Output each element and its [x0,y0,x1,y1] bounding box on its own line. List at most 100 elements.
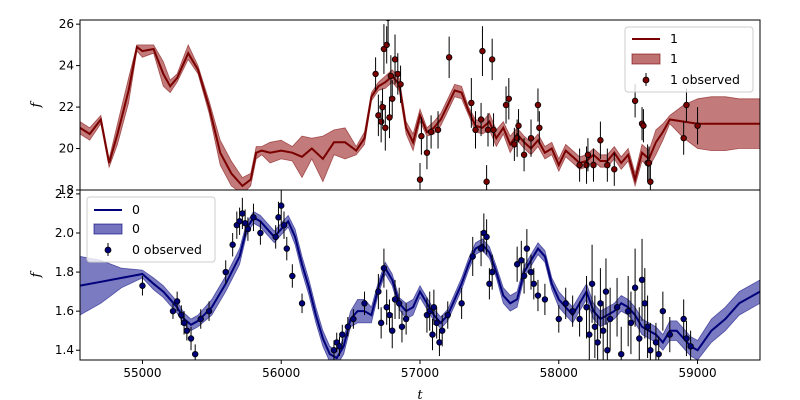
bottom-y-tick-label: 1.4 [55,343,74,357]
top-observed-point [680,134,687,142]
bottom-observed-point [344,323,352,330]
bottom-observed-point [687,343,694,350]
top-observed-point [434,126,442,134]
bottom-uncertainty-band [80,210,760,360]
bottom-observed-point [583,304,590,311]
top-observed-point [383,41,390,49]
top-observed-point [445,54,453,61]
top-panel: 18 20 22 24 26 [59,17,761,197]
bottom-observed-point [272,233,279,241]
bottom-observed-point [257,229,264,237]
bottom-observed-point [398,323,406,330]
bottom-observed-point [469,253,476,260]
top-observed-point [584,151,592,158]
bottom-y-tick-label: 1.6 [55,304,74,318]
x-axis-label: t [417,388,423,400]
bottom-observed-point [275,214,282,221]
bottom-observed-point [283,245,290,252]
bottom-observed-point [280,221,288,229]
bottom-observed-point [631,284,639,291]
top-observed-point [477,116,485,123]
top-observed-point [611,166,618,173]
bottom-observed-point [562,300,569,307]
top-observed-point [645,159,653,167]
top-observed-point [372,70,379,78]
top-observed-point [683,101,690,109]
bottom-observed-point [336,343,343,350]
top-observed-point [382,124,389,132]
bottom-observed-point [339,331,346,338]
top-observed-point [527,134,535,142]
bottom-plot-area [80,190,760,360]
x-tick-label: 59000 [678,366,716,380]
bottom-observed-point [530,280,537,287]
bottom-observed-point [624,307,632,315]
bottom-observed-point [488,268,496,276]
x-tick-label: 55000 [123,366,161,380]
bottom-observed-point [250,214,257,221]
bottom-observed-point [444,311,451,319]
bottom-observed-point [433,319,440,327]
bottom-observed-point [239,210,246,217]
bottom-observed-point [426,307,433,315]
top-observed-point [505,95,513,102]
bottom-observed-point [183,327,191,334]
bottom-observed-point [289,272,296,280]
bottom-observed-point [205,307,213,315]
top-observed-point [386,114,393,121]
legend-bottom-point-swatch [104,246,112,254]
top-observed-point [576,161,583,169]
legend-top-band-swatch [631,53,661,65]
legend-top: 1 1 1 observed [624,26,754,93]
bottom-observed-point [541,296,549,303]
bottom-observed-point [169,307,177,315]
x-tick-label: 57000 [401,366,439,380]
bottom-y-tick-label: 2.2 [55,187,74,201]
x-tick-label: 58000 [540,366,578,380]
top-observed-point [484,126,492,134]
bottom-observed-point [436,339,443,346]
top-observed-point [488,56,496,63]
top-observed-point [694,122,701,129]
top-observed-point [597,137,604,144]
legend-top-line-label: 1 [670,31,678,46]
bottom-observed-point [644,323,651,330]
bottom-observed-point [680,315,687,323]
legend-bottom-frame [86,196,216,263]
bottom-observed-point [383,304,390,311]
bottom-observed-point [520,272,528,280]
top-observed-point [423,149,431,156]
bottom-observed-point [391,296,399,303]
bottom-observed-point [569,307,576,315]
top-observed-point [583,161,590,169]
bottom-observed-point [659,307,667,315]
bottom-observed-point [458,300,465,307]
bottom-observed-point [602,288,610,295]
bottom-observed-point [197,315,204,323]
bottom-observed-point [527,268,535,276]
legend-top-point-swatch [642,76,650,84]
top-observed-point [515,122,522,129]
top-observed-point [427,128,435,136]
top-observed-point [502,101,510,109]
bottom-observed-point [361,300,368,307]
top-observed-point [472,126,479,134]
y-axis-label-top: f [29,100,44,108]
top-observed-point [389,95,396,102]
bottom-y-tick-label: 1.8 [55,265,74,279]
bottom-observed-point [191,350,199,358]
bottom-observed-point [627,319,635,327]
top-mean-line [80,45,760,188]
top-observed-point [394,70,401,78]
top-observed-point [513,134,521,142]
top-y-tick-label: 18 [59,183,74,197]
bottom-observed-point [523,245,531,252]
top-observed-point [640,122,647,129]
bottom-observed-point [380,264,388,272]
top-observed-point [391,56,399,63]
top-y-tick-label: 26 [59,17,74,31]
bottom-observed-point [386,311,393,319]
bottom-observed-point [180,319,188,327]
top-observed-point [377,118,385,125]
top-y-tick-label: 20 [59,142,74,156]
